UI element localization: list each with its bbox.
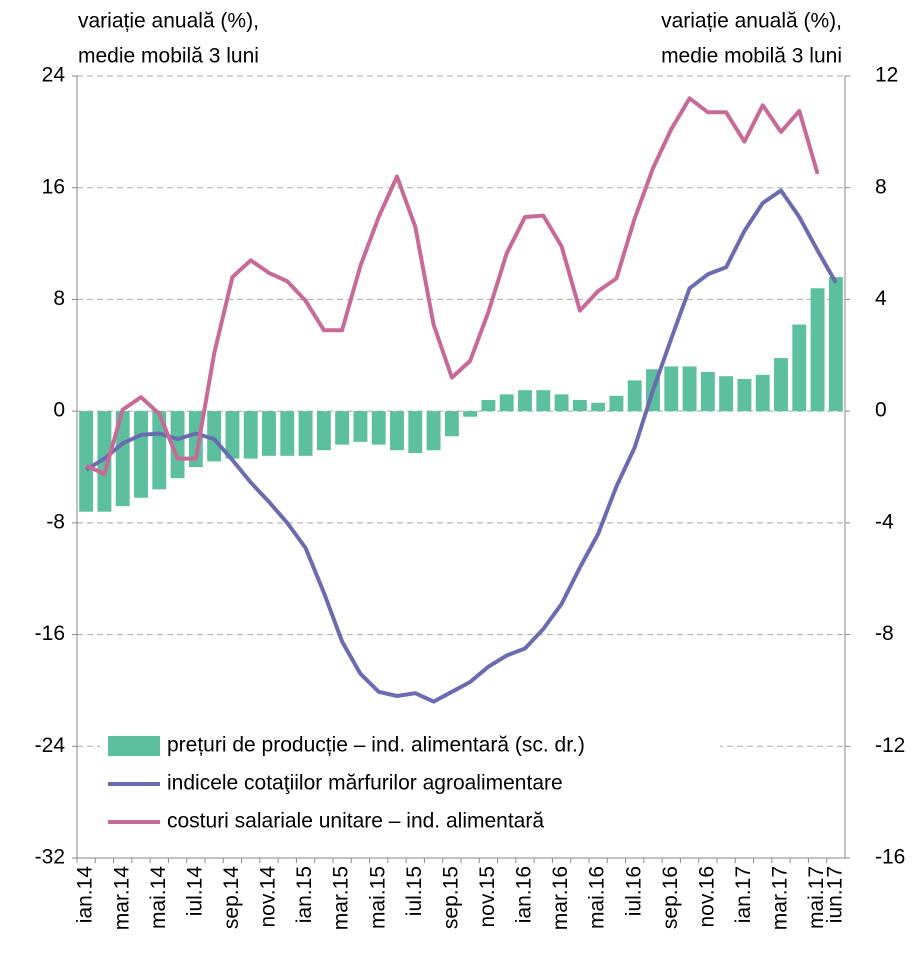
bar: [591, 402, 606, 412]
bar: [115, 411, 130, 507]
y-tick-label: -24: [35, 734, 66, 757]
legend-swatch: [108, 736, 160, 756]
x-tick-label: sep.15: [439, 866, 462, 929]
bar: [719, 376, 734, 412]
bar: [335, 411, 350, 445]
bar: [792, 324, 807, 412]
bar: [499, 394, 514, 412]
bar: [152, 411, 167, 490]
y2-tick-label: 0: [875, 399, 887, 422]
bar: [390, 411, 404, 451]
x-tick-label: iul.16: [622, 866, 645, 916]
bar: [536, 390, 551, 412]
x-tick-label: ian.14: [74, 866, 97, 924]
y-tick-label: -16: [35, 622, 65, 645]
x-tick-label: nov.16: [695, 866, 718, 928]
x-tick-label: iun.17: [823, 866, 846, 923]
y-tick-label: 16: [42, 175, 65, 198]
bar: [463, 411, 478, 417]
y-tick-label: 24: [42, 64, 66, 87]
x-tick-label: mai.15: [366, 866, 389, 929]
bar: [316, 411, 331, 451]
bar: [262, 411, 276, 456]
legend: prețuri de producție – ind. alimentară (…: [100, 726, 720, 842]
bar: [664, 366, 679, 412]
bar: [828, 277, 843, 412]
y-tick-label: -8: [46, 510, 65, 533]
y-tick-label: -32: [35, 846, 65, 869]
bar: [408, 411, 423, 454]
bar: [682, 366, 697, 412]
x-tick-label: ian.16: [513, 866, 536, 923]
bar: [737, 379, 752, 412]
bar: [207, 411, 222, 462]
x-tick-label: mai.16: [586, 866, 609, 929]
x-tick-label: ian.17: [732, 866, 755, 923]
y-axis-title: variație anuală (%),: [78, 10, 259, 33]
x-tick-label: mai.14: [147, 866, 170, 929]
bar: [481, 399, 496, 412]
bar: [554, 394, 569, 412]
y2-tick-label: -4: [875, 510, 894, 533]
bar: [97, 411, 112, 512]
x-tick-label: mar.14: [110, 866, 133, 931]
bar: [280, 411, 295, 456]
x-tick-label: nov.15: [476, 866, 499, 928]
line: [85, 188, 838, 704]
x-tick-label: sep.16: [659, 866, 682, 929]
legend-label: indicele cotaţiilor mărfurilor agroalime…: [167, 772, 563, 795]
y-tick-label: 0: [53, 399, 65, 422]
legend-background: [100, 726, 720, 842]
x-tick-label: mai.17: [805, 866, 828, 929]
legend-label: costuri salariale unitare – ind. aliment…: [167, 810, 544, 833]
x-tick-label: iul.15: [403, 866, 426, 916]
bar: [627, 380, 642, 412]
bar: [188, 411, 203, 467]
bar: [572, 399, 587, 412]
legend-label: prețuri de producție – ind. alimentară (…: [167, 734, 585, 757]
bar: [298, 411, 313, 456]
y2-axis-title: medie mobilă 3 luni: [661, 45, 842, 68]
bar: [755, 374, 770, 412]
bar: [243, 411, 258, 459]
bar: [225, 411, 240, 459]
bar: [700, 372, 715, 412]
line: [85, 96, 820, 476]
x-tick-label: sep.14: [220, 866, 243, 929]
x-tick-label: nov.14: [257, 866, 280, 928]
bar: [134, 411, 148, 498]
bar: [774, 358, 788, 412]
bar: [518, 390, 532, 412]
y2-tick-label: 8: [875, 175, 887, 198]
bar: [170, 411, 185, 479]
y2-tick-label: -12: [875, 734, 905, 757]
bar: [444, 411, 459, 437]
bar: [353, 411, 368, 442]
bar: [609, 395, 624, 412]
y-axis-title: medie mobilă 3 luni: [78, 45, 259, 68]
y2-tick-label: -16: [875, 846, 905, 869]
bar: [810, 288, 825, 412]
y2-tick-label: 4: [875, 287, 887, 310]
bar: [426, 411, 441, 451]
bar: [79, 411, 94, 512]
y2-axis-title: variație anuală (%),: [661, 10, 842, 33]
x-tick-label: mar.17: [769, 866, 792, 930]
bar: [371, 411, 386, 445]
y2-tick-label: -8: [875, 622, 894, 645]
x-tick-label: mar.15: [330, 866, 353, 930]
x-tick-label: ian.15: [293, 866, 316, 923]
x-tick-label: mar.16: [549, 866, 572, 930]
x-tick-label: iul.14: [183, 866, 206, 917]
y-tick-label: 8: [53, 287, 65, 310]
y2-tick-label: 12: [875, 64, 898, 87]
